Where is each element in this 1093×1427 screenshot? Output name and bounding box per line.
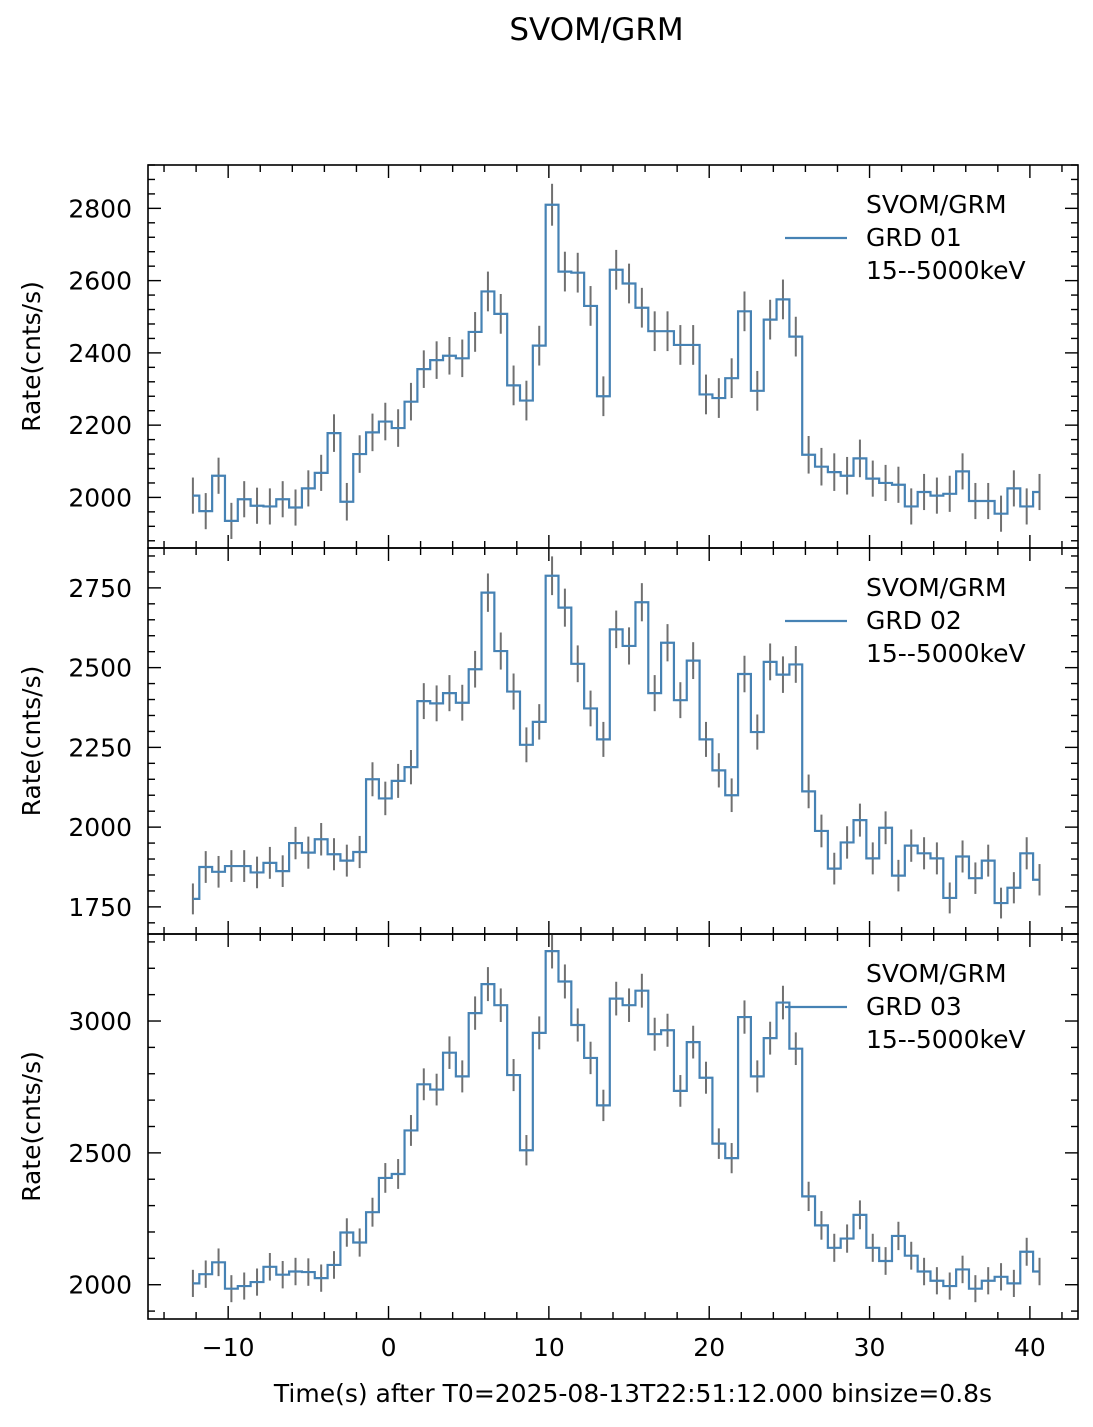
x-tick-label: 10 [533, 1333, 565, 1362]
panel-2: 1750 2000 2250 2500 2750 Rate(cnts/s) SVOM/GRM… [17, 547, 1079, 935]
y-tick-label: 2000 [68, 813, 132, 842]
y-tick-label: 2000 [68, 483, 132, 512]
y-tick-label: 2000 [68, 1271, 132, 1300]
panel-3: 2000 2500 3000 Rate(cnts/s) SVOM/GRM GRD 03 1… [17, 933, 1079, 1408]
legend-label: SVOM/GRM [866, 573, 1007, 602]
y-axis-label: Rate(cnts/s) [17, 281, 46, 432]
legend: SVOM/GRM GRD 03 15--5000keV [785, 959, 1026, 1054]
y-tick-label: 2500 [68, 654, 132, 683]
legend: SVOM/GRM GRD 02 15--5000keV [785, 573, 1026, 668]
y-tick-label: 2600 [68, 267, 132, 296]
y-tick-label: 3000 [68, 1007, 132, 1036]
x-tick-label: 30 [854, 1333, 886, 1362]
legend-label: 15--5000keV [866, 639, 1026, 668]
y-axis-label: Rate(cnts/s) [17, 666, 46, 817]
plot-area [191, 556, 1041, 919]
y-tick-label: 2250 [68, 733, 132, 762]
y-tick-label: 2750 [68, 574, 132, 603]
y-tick-label: 2200 [68, 411, 132, 440]
legend-label: GRD 02 [866, 606, 962, 635]
y-axis-label: Rate(cnts/s) [17, 1051, 46, 1202]
legend-label: GRD 01 [866, 223, 962, 252]
plot-area [191, 934, 1041, 1303]
y-tick-label: 1750 [68, 893, 132, 922]
plot-area [191, 183, 1041, 539]
x-tick-label: 40 [1014, 1333, 1046, 1362]
data-series-line [192, 574, 1040, 905]
panel-1: 2000 2200 2400 2600 2800 Rate(cnts/s) SVOM/GRM… [17, 164, 1079, 549]
x-tick-label: −10 [202, 1333, 255, 1362]
data-series-line [192, 950, 1040, 1290]
legend-label: 15--5000keV [866, 1025, 1026, 1054]
figure-title: SVOM/GRM [509, 12, 684, 48]
y-tick-label: 2500 [68, 1139, 132, 1168]
legend-label: SVOM/GRM [866, 190, 1007, 219]
legend-label: SVOM/GRM [866, 959, 1007, 988]
x-tick-label: 20 [693, 1333, 725, 1362]
data-series-line [192, 203, 1040, 523]
legend-label: GRD 03 [866, 992, 962, 1021]
x-axis-label: Time(s) after T0=2025-08-13T22:51:12.000… [273, 1379, 992, 1408]
y-tick-label: 2400 [68, 339, 132, 368]
y-tick-label: 2800 [68, 194, 132, 223]
legend-label: 15--5000keV [866, 256, 1026, 285]
legend: SVOM/GRM GRD 01 15--5000keV [785, 190, 1026, 285]
x-tick-label: 0 [381, 1333, 397, 1362]
